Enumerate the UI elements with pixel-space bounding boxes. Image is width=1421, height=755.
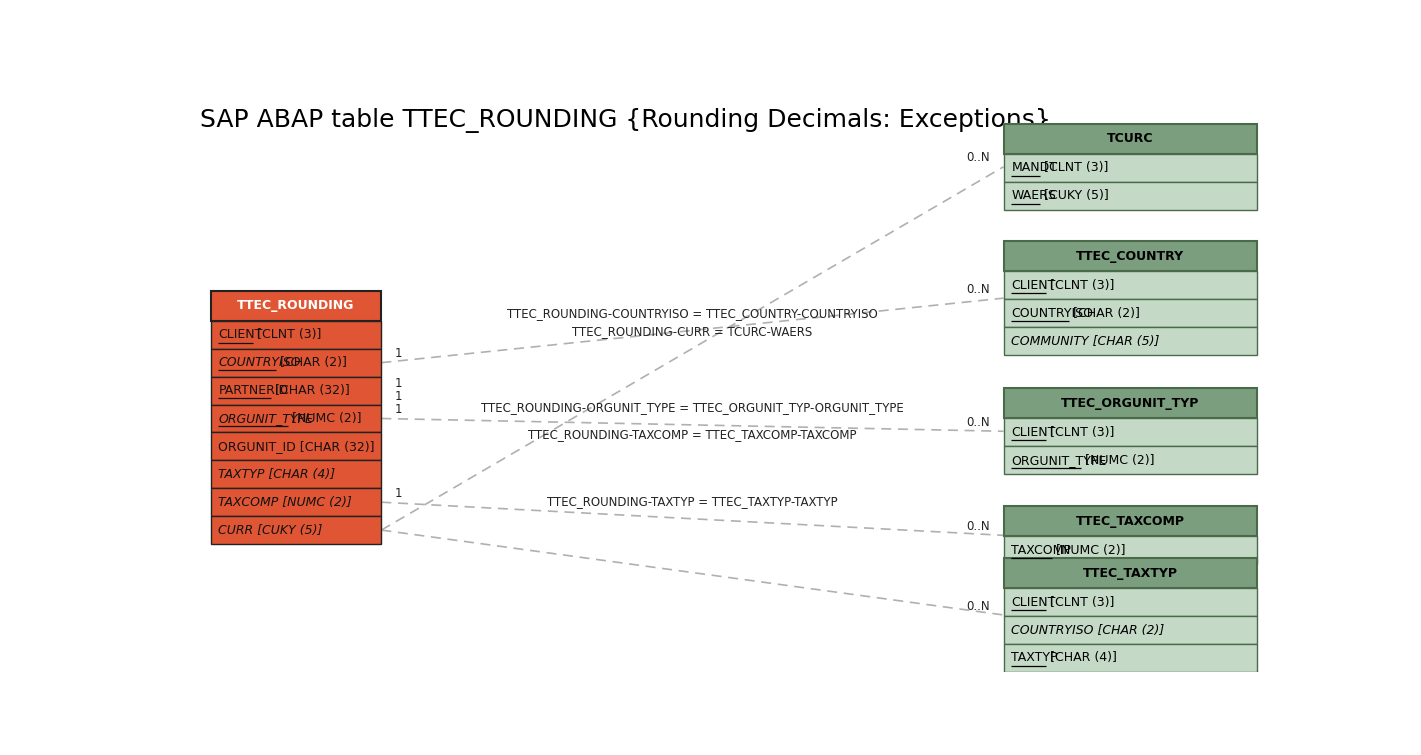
Text: TTEC_ROUNDING-TAXCOMP = TTEC_TAXCOMP-TAXCOMP: TTEC_ROUNDING-TAXCOMP = TTEC_TAXCOMP-TAX… bbox=[529, 428, 857, 441]
Text: TTEC_ROUNDING-ORGUNIT_TYPE = TTEC_ORGUNIT_TYP-ORGUNIT_TYPE: TTEC_ROUNDING-ORGUNIT_TYPE = TTEC_ORGUNI… bbox=[482, 402, 904, 414]
Bar bbox=[1003, 507, 1258, 537]
Bar bbox=[210, 488, 381, 516]
Text: [CLNT (3)]: [CLNT (3)] bbox=[1040, 162, 1108, 174]
Bar bbox=[1003, 418, 1258, 446]
Bar bbox=[1003, 588, 1258, 616]
Bar bbox=[1003, 388, 1258, 418]
Text: TAXTYP: TAXTYP bbox=[1012, 652, 1057, 664]
Bar bbox=[1003, 327, 1258, 355]
Text: COUNTRYISO: COUNTRYISO bbox=[219, 356, 301, 369]
Text: [CHAR (32)]: [CHAR (32)] bbox=[270, 384, 350, 397]
Bar bbox=[210, 405, 381, 433]
Text: MANDT: MANDT bbox=[1012, 162, 1057, 174]
Bar bbox=[1003, 271, 1258, 299]
Bar bbox=[210, 461, 381, 488]
Text: COUNTRYISO [CHAR (2)]: COUNTRYISO [CHAR (2)] bbox=[1012, 624, 1165, 636]
Text: [CLNT (3)]: [CLNT (3)] bbox=[1046, 279, 1114, 292]
Bar bbox=[210, 516, 381, 544]
Text: [NUMC (2)]: [NUMC (2)] bbox=[1081, 454, 1154, 467]
Text: ORGUNIT_ID [CHAR (32)]: ORGUNIT_ID [CHAR (32)] bbox=[219, 440, 375, 453]
Text: [CLNT (3)]: [CLNT (3)] bbox=[253, 328, 321, 341]
Text: ORGUNIT_TYPE: ORGUNIT_TYPE bbox=[1012, 454, 1107, 467]
Text: TAXTYP [CHAR (4)]: TAXTYP [CHAR (4)] bbox=[219, 468, 335, 481]
Text: [CLNT (3)]: [CLNT (3)] bbox=[1046, 596, 1114, 609]
Text: [NUMC (2)]: [NUMC (2)] bbox=[1052, 544, 1125, 557]
Bar bbox=[1003, 644, 1258, 672]
Bar bbox=[210, 349, 381, 377]
Text: 0..N: 0..N bbox=[966, 152, 990, 165]
Text: [NUMC (2)]: [NUMC (2)] bbox=[288, 412, 361, 425]
Bar bbox=[1003, 241, 1258, 271]
Text: TTEC_TAXTYP: TTEC_TAXTYP bbox=[1083, 566, 1178, 580]
Text: 0..N: 0..N bbox=[966, 283, 990, 296]
Text: 0..N: 0..N bbox=[966, 599, 990, 612]
Text: TCURC: TCURC bbox=[1107, 132, 1154, 146]
Text: SAP ABAP table TTEC_ROUNDING {Rounding Decimals: Exceptions}: SAP ABAP table TTEC_ROUNDING {Rounding D… bbox=[199, 108, 1050, 133]
Text: TAXCOMP [NUMC (2)]: TAXCOMP [NUMC (2)] bbox=[219, 496, 352, 509]
Text: [CHAR (4)]: [CHAR (4)] bbox=[1046, 652, 1117, 664]
Bar bbox=[1003, 446, 1258, 474]
Text: TAXCOMP: TAXCOMP bbox=[1012, 544, 1071, 557]
Bar bbox=[1003, 299, 1258, 327]
Text: CLIENT: CLIENT bbox=[1012, 426, 1056, 439]
Text: [CHAR (2)]: [CHAR (2)] bbox=[1070, 307, 1140, 320]
Text: TTEC_COUNTRY: TTEC_COUNTRY bbox=[1076, 250, 1184, 263]
Text: [CUKY (5)]: [CUKY (5)] bbox=[1040, 190, 1110, 202]
Text: TTEC_TAXCOMP: TTEC_TAXCOMP bbox=[1076, 515, 1185, 528]
Text: CURR [CUKY (5)]: CURR [CUKY (5)] bbox=[219, 524, 323, 537]
Text: 1
1
1: 1 1 1 bbox=[395, 378, 402, 416]
Text: TTEC_ROUNDING-TAXTYP = TTEC_TAXTYP-TAXTYP: TTEC_ROUNDING-TAXTYP = TTEC_TAXTYP-TAXTY… bbox=[547, 495, 838, 508]
Text: TTEC_ROUNDING-CURR = TCURC-WAERS: TTEC_ROUNDING-CURR = TCURC-WAERS bbox=[573, 325, 813, 338]
Text: CLIENT: CLIENT bbox=[1012, 596, 1056, 609]
Bar bbox=[210, 321, 381, 349]
Text: 0..N: 0..N bbox=[966, 416, 990, 429]
Text: TTEC_ORGUNIT_TYP: TTEC_ORGUNIT_TYP bbox=[1061, 397, 1199, 410]
Text: [CLNT (3)]: [CLNT (3)] bbox=[1046, 426, 1114, 439]
Bar bbox=[1003, 182, 1258, 210]
Bar bbox=[1003, 154, 1258, 182]
Bar bbox=[1003, 558, 1258, 588]
Text: CLIENT: CLIENT bbox=[1012, 279, 1056, 292]
Bar bbox=[210, 291, 381, 321]
Bar bbox=[210, 377, 381, 405]
Text: 1: 1 bbox=[395, 347, 402, 360]
Text: COUNTRYISO: COUNTRYISO bbox=[1012, 307, 1093, 320]
Text: TTEC_ROUNDING: TTEC_ROUNDING bbox=[237, 299, 355, 313]
Bar bbox=[1003, 537, 1258, 565]
Text: ORGUNIT_TYPE: ORGUNIT_TYPE bbox=[219, 412, 313, 425]
Text: [CHAR (2)]: [CHAR (2)] bbox=[277, 356, 347, 369]
Text: 1: 1 bbox=[395, 487, 402, 500]
Text: CLIENT: CLIENT bbox=[219, 328, 263, 341]
Text: TTEC_ROUNDING-COUNTRYISO = TTEC_COUNTRY-COUNTRYISO: TTEC_ROUNDING-COUNTRYISO = TTEC_COUNTRY-… bbox=[507, 307, 878, 320]
Bar bbox=[1003, 616, 1258, 644]
Text: PARTNERID: PARTNERID bbox=[219, 384, 288, 397]
Bar bbox=[1003, 124, 1258, 154]
Text: 0..N: 0..N bbox=[966, 520, 990, 533]
Bar bbox=[210, 433, 381, 461]
Text: WAERS: WAERS bbox=[1012, 190, 1056, 202]
Text: COMMUNITY [CHAR (5)]: COMMUNITY [CHAR (5)] bbox=[1012, 334, 1160, 347]
